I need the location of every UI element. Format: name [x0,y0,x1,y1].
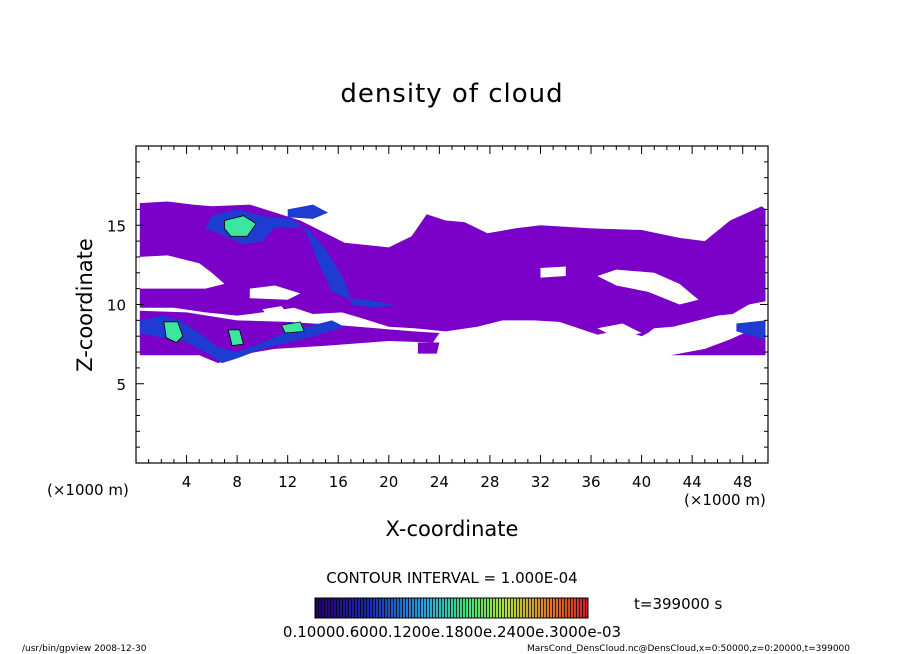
y-tick-label: 5 [116,376,126,394]
chart-title: density of cloud [340,79,563,109]
x-tick-label: 16 [329,473,348,491]
density-region-15 [224,215,257,237]
footer-left: /usr/bin/gpview 2008-12-30 [22,644,147,654]
x-tick-label: 24 [430,473,449,491]
colorbar-stripes [315,598,588,618]
colorbar-labels: 0.10000.6000.1200e.1800e.2400e.3000e-03 [283,623,621,641]
x-tick-label: 4 [182,473,192,491]
contour-interval: CONTOUR INTERVAL = 1.000E-04 [326,569,577,587]
x-tick-label: 32 [531,473,550,491]
y-tick-label: 15 [107,217,126,235]
density-region-11 [139,315,345,364]
density-region-7 [597,269,699,305]
x-unit-label: (×1000 m) [684,491,766,509]
density-region-6 [262,306,288,318]
axis-ticks [136,146,768,463]
y-tick-label: 10 [107,297,126,315]
density-region-3 [417,342,440,354]
x-axis-label: X-coordinate [386,517,519,541]
density-region-9 [597,323,642,338]
y-unit-label: (×1000 m) [47,481,129,499]
density-region-4 [139,255,225,289]
density-region-14 [350,298,396,308]
colorbar-frame [314,597,589,619]
x-tick-label: 8 [232,473,242,491]
x-tick-labels: 4 8 12 16 20 24 28 32 36 40 44 48 [182,473,752,491]
x-tick-label: 40 [632,473,651,491]
x-tick-label: 12 [278,473,297,491]
density-region-13 [736,320,766,340]
density-region-0 [139,201,766,337]
density-region-8 [540,266,566,278]
x-tick-label: 28 [480,473,499,491]
density-region-17 [227,329,244,347]
plot-frame [135,145,769,464]
footer-right: MarsCond_DensCloud.nc@DensCloud,x=0:5000… [527,644,850,654]
y-tick-labels: 5 10 15 [107,217,126,394]
density-region-16 [163,321,184,343]
x-tick-label: 48 [733,473,752,491]
time-label: t=399000 s [634,595,722,613]
y-axis-label: Z-coordinate [73,238,97,372]
density-region-18 [280,321,305,334]
x-tick-label: 36 [581,473,600,491]
cloud-density-field [139,201,766,364]
density-region-2 [670,323,766,356]
x-tick-label: 20 [379,473,398,491]
density-region-5 [249,285,301,300]
x-tick-label: 44 [683,473,702,491]
density-region-12 [287,204,329,219]
